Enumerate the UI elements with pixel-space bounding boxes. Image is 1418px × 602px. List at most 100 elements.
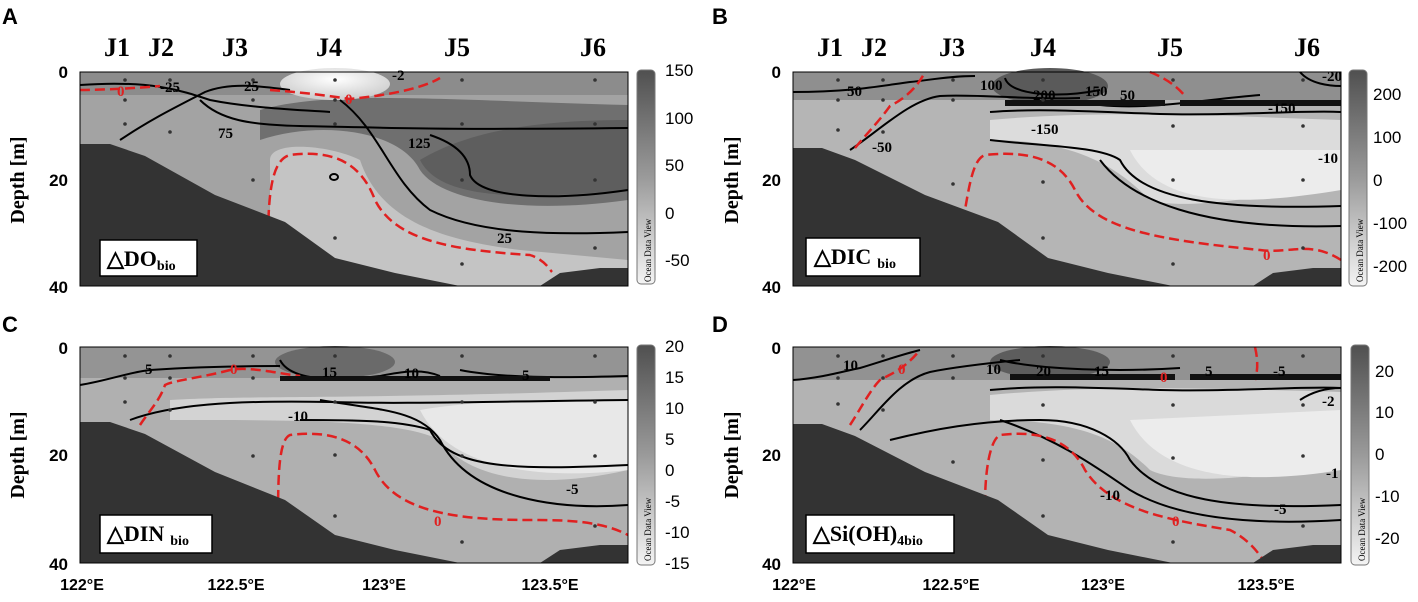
colorbar-ticks-a: 150 100 50 0 -50 [665, 61, 693, 270]
colorbar-ticks-b: 200 100 0 -100 -200 [1373, 85, 1407, 276]
contour-label: -2 [1322, 394, 1335, 410]
watermark: Ocean Data View [643, 218, 653, 282]
colorbar-tick: 50 [665, 156, 684, 175]
colorbar-tick: -15 [665, 554, 690, 573]
contour-label: 100 [980, 78, 1003, 94]
x-tick-label: 123°E [1081, 577, 1125, 594]
station-label: J2 [861, 33, 887, 62]
contour-label: 15 [322, 365, 337, 381]
dashed-surface-b [1005, 100, 1341, 106]
x-ticks-d: 122°E 122.5°E 123°E 123.5°E [772, 577, 1295, 594]
small-contour [329, 173, 339, 181]
contour-label: 50 [1120, 88, 1135, 104]
y-ticks-a: 0 20 40 [49, 63, 68, 297]
colorbar-tick: -100 [1373, 214, 1407, 233]
x-tick-label: 123.5°E [1237, 577, 1294, 594]
contour-label: -5 [1274, 502, 1287, 518]
y-tick-label: 0 [59, 339, 68, 358]
y-axis-label: Depth [m] [7, 136, 29, 223]
contour-labels-b: 50 100 200 150 50 -150 -50 -150 -20 -10 … [847, 69, 1342, 264]
plot-frame [79, 346, 629, 564]
plot-frame [79, 71, 629, 287]
panel-letter-c: C [2, 312, 18, 337]
contour-label: 10 [843, 358, 858, 374]
contours-a [79, 82, 629, 235]
y-tick-label: 20 [762, 446, 781, 465]
variable-label-box [805, 237, 921, 277]
station-label: J2 [148, 33, 174, 62]
colorbar-tick: -10 [665, 523, 690, 542]
variable-label: △DIC bio [813, 244, 896, 272]
colorbar-tick: -200 [1373, 257, 1407, 276]
panel-letter-a: A [2, 4, 18, 29]
y-tick-label: 20 [49, 446, 68, 465]
panel-letter-b: B [712, 4, 728, 29]
variable-label-box [805, 514, 955, 554]
panel-letter-d: D [712, 312, 728, 337]
contour-label: 10 [404, 366, 419, 382]
station-label: J4 [316, 33, 342, 62]
contour-label: -5 [566, 482, 579, 498]
seafloor [1253, 545, 1341, 563]
colorbar [1348, 69, 1368, 287]
station-label: J1 [817, 33, 843, 62]
colorbar-tick: -5 [665, 492, 680, 511]
y-axis-label: Depth [m] [721, 136, 743, 223]
contour-label: 0 [230, 362, 238, 378]
colorbar-tick: 20 [665, 337, 684, 356]
variable-label-box [99, 514, 213, 554]
contour-label: 0 [117, 84, 125, 100]
contour-label: -50 [872, 140, 892, 156]
contour-label: 20 [1036, 364, 1051, 380]
station-label: J6 [1294, 33, 1320, 62]
y-tick-label: 20 [762, 171, 781, 190]
min-value-zone [1130, 150, 1341, 200]
contour-labels-d: 10 0 10 20 15 0 5 -5 -2 -10 -5 -1 0 [843, 358, 1339, 530]
colorbar-tick: 10 [665, 399, 684, 418]
max-value-zone [420, 120, 628, 196]
y-tick-label: 0 [772, 339, 781, 358]
contour-labels-c: 5 0 15 10 5 -10 -5 0 [145, 362, 579, 530]
contour-label: -1 [1326, 466, 1339, 482]
x-tick-label: 122.5°E [207, 577, 264, 594]
contour-label: 5 [522, 368, 530, 384]
contour-label: -150 [1268, 101, 1296, 117]
colorbar-tick: 100 [665, 109, 693, 128]
panel-a: A J1 J2 J3 J4 J5 J6 -25 [2, 4, 693, 297]
sample-dots-a [123, 78, 597, 266]
high-value-zone [275, 346, 395, 378]
contour-label: 25 [497, 231, 512, 247]
station-labels-b: J1 J2 J3 J4 J5 J6 [817, 33, 1320, 62]
contour-label: -10 [288, 409, 308, 425]
colorbar [636, 344, 656, 566]
x-tick-label: 122.5°E [922, 577, 979, 594]
min-value-zone [420, 400, 628, 474]
colorbar-tick: 10 [1375, 403, 1394, 422]
y-tick-label: 20 [49, 171, 68, 190]
contour-label: 10 [986, 362, 1001, 378]
dashed-surface-d [1010, 374, 1341, 380]
colorbar-tick: -20 [1375, 529, 1400, 548]
contour-label: 50 [847, 84, 862, 100]
contour-label: -10 [1100, 488, 1120, 504]
panel-d: D 10 0 10 20 15 0 [712, 312, 1400, 594]
seafloor [1253, 268, 1341, 286]
colorbar-tick: 20 [1375, 362, 1394, 381]
station-labels-a: J1 J2 J3 J4 J5 J6 [104, 33, 606, 62]
colorbar-tick: 150 [665, 61, 693, 80]
colorbar [1350, 344, 1370, 566]
colorbar-tick: 0 [1373, 171, 1382, 190]
sample-dots-c [123, 354, 597, 544]
contour-label: 75 [218, 126, 233, 142]
panel-c: C 5 0 15 10 5 -10 -5 0 [2, 312, 690, 594]
plot-frame [792, 71, 1342, 287]
y-tick-label: 40 [49, 278, 68, 297]
x-tick-label: 123.5°E [521, 577, 578, 594]
contour-label: -150 [1031, 122, 1059, 138]
colorbar-tick: -50 [665, 251, 690, 270]
contour-label: 125 [408, 136, 431, 152]
high-value-zone [992, 68, 1108, 104]
contour-label: -2 [392, 68, 405, 84]
variable-label-box [99, 239, 198, 277]
